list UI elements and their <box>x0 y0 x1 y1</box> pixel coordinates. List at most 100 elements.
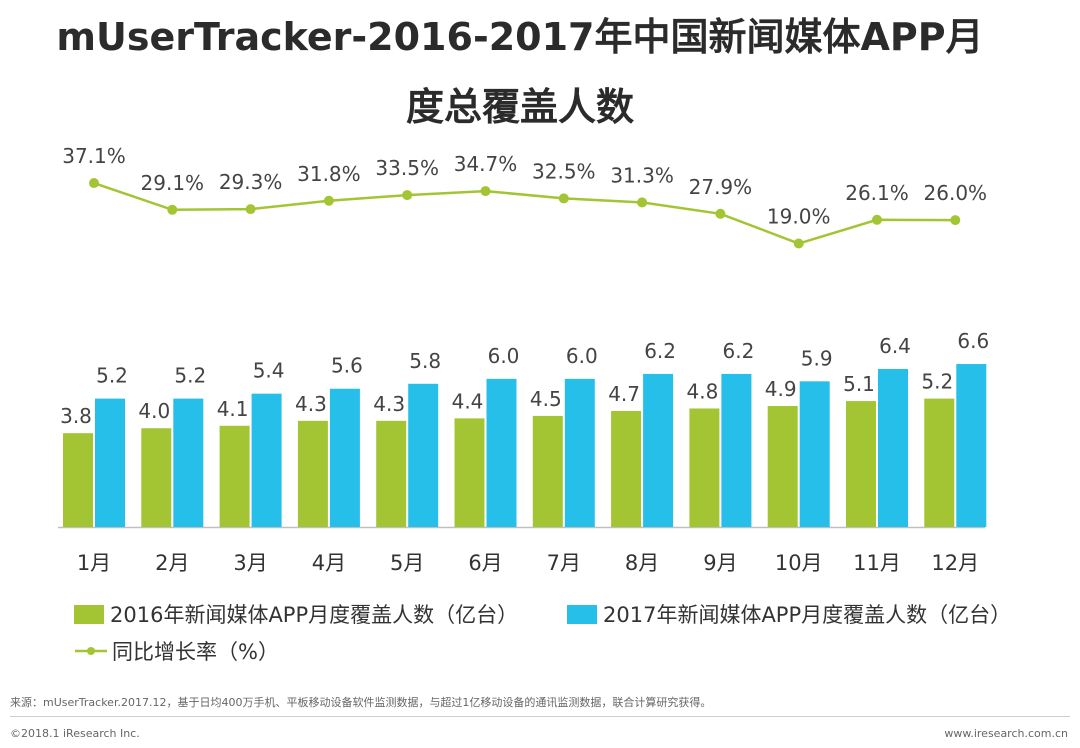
bar-2016-label-2: 4.0 <box>138 399 170 423</box>
growth-label-7: 32.5% <box>532 159 596 183</box>
website-link[interactable]: www.iresearch.com.cn <box>944 727 1068 740</box>
bar-2016-label-7: 4.5 <box>530 387 562 411</box>
bar-2017-7 <box>564 378 595 527</box>
legend-line-marker <box>75 647 107 655</box>
growth-point-4 <box>323 195 334 206</box>
bar-2016-label-12: 5.2 <box>921 370 953 394</box>
bar-2016-4 <box>297 420 328 527</box>
chart-plot: 3.85.21月4.05.22月4.15.43月4.35.64月4.35.85月… <box>58 144 989 575</box>
growth-label-10: 19.0% <box>767 205 831 229</box>
x-tick-label-8: 8月 <box>625 551 659 575</box>
bar-2017-label-2: 5.2 <box>174 364 206 388</box>
x-tick-label-5: 5月 <box>390 551 424 575</box>
legend-swatch-2016 <box>74 604 104 624</box>
bar-2017-6 <box>486 378 517 527</box>
bar-2017-label-4: 5.6 <box>331 354 363 378</box>
bar-2016-label-3: 4.1 <box>217 397 249 421</box>
x-tick-label-9: 9月 <box>703 551 737 575</box>
bar-2016-9 <box>689 408 720 527</box>
bar-2017-label-11: 6.4 <box>879 334 911 358</box>
x-tick-label-1: 1月 <box>77 551 111 575</box>
legend-label-2017: 2017年新闻媒体APP月度覆盖人数（亿台） <box>603 603 1012 627</box>
copyright: ©2018.1 iResearch Inc. <box>10 727 140 740</box>
bar-2017-label-7: 6.0 <box>566 344 598 368</box>
growth-point-10 <box>793 238 804 249</box>
legend-label-2016: 2016年新闻媒体APP月度覆盖人数（亿台） <box>110 603 519 627</box>
bar-2016-label-5: 4.3 <box>373 392 405 416</box>
growth-label-9: 27.9% <box>689 175 753 199</box>
bar-2016-6 <box>454 418 485 527</box>
bar-2016-label-9: 4.8 <box>686 379 718 403</box>
bar-2016-label-1: 3.8 <box>60 404 92 428</box>
growth-label-4: 31.8% <box>297 162 361 186</box>
source-note: 来源：mUserTracker.2017.12，基于日均400万手机、平板移动设… <box>10 696 712 709</box>
x-tick-label-4: 4月 <box>312 551 346 575</box>
legend-label-growth: 同比增长率（%） <box>112 640 279 664</box>
x-tick-label-3: 3月 <box>233 551 267 575</box>
growth-label-11: 26.1% <box>845 181 909 205</box>
bar-2017-4 <box>329 388 360 527</box>
legend-2017: 2017年新闻媒体APP月度覆盖人数（亿台） <box>567 599 1011 629</box>
bar-2017-label-10: 5.9 <box>801 346 833 370</box>
bar-2016-label-10: 4.9 <box>765 377 797 401</box>
bar-2016-12 <box>924 398 955 527</box>
chart-title-line1: mUserTracker-2016-2017年中国新闻媒体APP月 <box>56 15 984 59</box>
bar-2017-label-12: 6.6 <box>957 329 989 353</box>
bar-2017-1 <box>95 398 125 527</box>
bar-2017-10 <box>799 381 830 527</box>
legend-2016: 2016年新闻媒体APP月度覆盖人数（亿台） <box>74 599 518 629</box>
bar-2016-3 <box>219 425 250 527</box>
growth-point-12 <box>950 215 961 226</box>
bar-2017-label-6: 6.0 <box>488 344 520 368</box>
bar-2017-2 <box>173 398 204 527</box>
bar-2016-1 <box>63 433 93 527</box>
bar-2017-12 <box>956 364 987 527</box>
growth-point-9 <box>715 208 726 219</box>
bar-2017-label-9: 6.2 <box>722 339 754 363</box>
x-tick-label-10: 10月 <box>775 551 823 575</box>
bar-2016-label-11: 5.1 <box>843 372 875 396</box>
x-tick-label-11: 11月 <box>853 551 901 575</box>
growth-point-7 <box>558 193 569 204</box>
growth-label-6: 34.7% <box>454 152 518 176</box>
bar-2017-8 <box>643 373 674 527</box>
x-tick-label-2: 2月 <box>155 551 189 575</box>
growth-point-1 <box>89 178 99 189</box>
growth-point-11 <box>872 214 882 225</box>
bar-2017-5 <box>408 383 439 527</box>
bar-2017-label-8: 6.2 <box>644 339 676 363</box>
growth-label-3: 29.3% <box>219 170 283 194</box>
growth-point-6 <box>480 186 491 197</box>
legend-growth: 同比增长率（%） <box>74 636 279 666</box>
growth-point-2 <box>167 204 178 215</box>
bar-2016-7 <box>532 415 563 527</box>
growth-point-3 <box>245 204 256 215</box>
growth-point-5 <box>402 190 413 201</box>
bar-2016-label-6: 4.4 <box>452 389 484 413</box>
bar-2016-label-4: 4.3 <box>295 392 327 416</box>
bar-2016-11 <box>846 401 876 527</box>
bar-2016-2 <box>141 428 172 527</box>
bar-2017-11 <box>878 368 908 527</box>
growth-label-1: 37.1% <box>62 144 126 168</box>
bar-2017-label-3: 5.4 <box>253 359 285 383</box>
bar-2016-10 <box>767 406 798 527</box>
growth-line <box>93 181 956 245</box>
bar-2017-9 <box>721 373 752 527</box>
growth-label-5: 33.5% <box>375 156 439 180</box>
chart-title-line2: 度总覆盖人数 <box>405 85 634 129</box>
bar-2017-label-5: 5.8 <box>409 349 441 373</box>
bar-2016-5 <box>376 420 407 527</box>
x-tick-label-6: 6月 <box>468 551 502 575</box>
x-tick-label-7: 7月 <box>547 551 581 575</box>
x-tick-label-12: 12月 <box>931 551 979 575</box>
bar-2017-label-1: 5.2 <box>96 364 128 388</box>
bar-2016-label-8: 4.7 <box>608 382 640 406</box>
growth-label-8: 31.3% <box>610 163 674 187</box>
footer-divider <box>10 716 1070 717</box>
bar-2017-3 <box>251 393 282 527</box>
growth-label-2: 29.1% <box>141 171 205 195</box>
growth-label-12: 26.0% <box>924 181 988 205</box>
legend-swatch-2017 <box>567 604 597 624</box>
growth-point-8 <box>637 197 648 208</box>
